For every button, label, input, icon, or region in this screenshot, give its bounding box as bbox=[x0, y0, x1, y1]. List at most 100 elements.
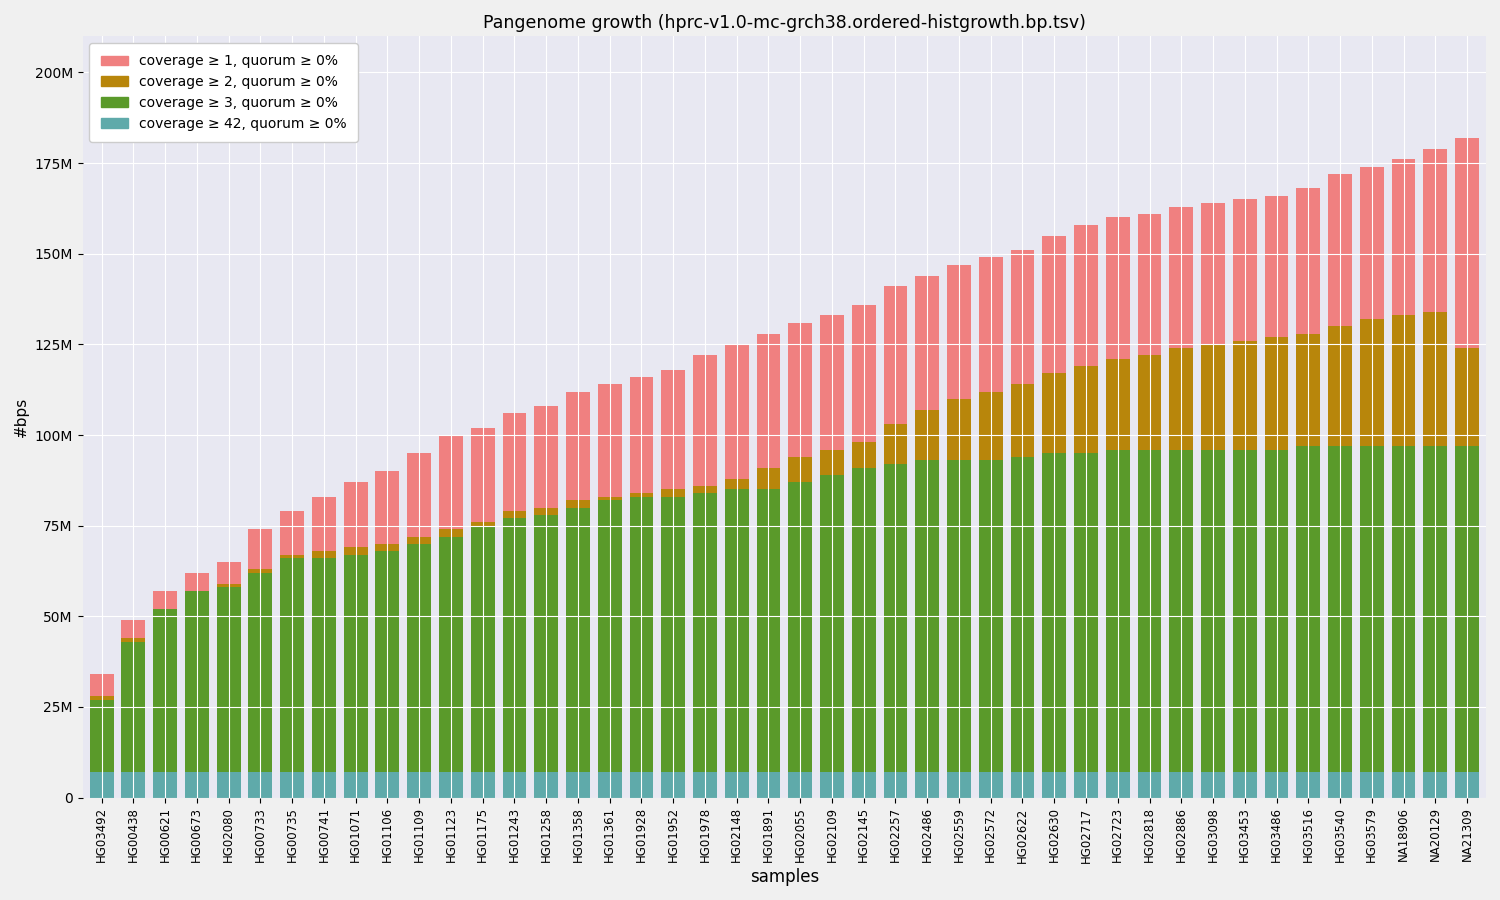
Bar bbox=[598, 384, 621, 497]
Bar bbox=[249, 772, 273, 797]
Bar bbox=[1106, 359, 1130, 449]
Bar bbox=[249, 572, 273, 772]
Bar bbox=[406, 772, 430, 797]
Bar bbox=[471, 428, 495, 522]
Bar bbox=[90, 699, 114, 772]
Bar bbox=[1137, 449, 1161, 772]
Bar bbox=[566, 392, 590, 500]
Bar bbox=[1360, 772, 1383, 797]
Bar bbox=[789, 457, 812, 482]
Bar bbox=[312, 558, 336, 772]
Bar bbox=[821, 315, 844, 449]
Bar bbox=[1074, 454, 1098, 772]
Bar bbox=[280, 772, 304, 797]
Bar bbox=[1106, 449, 1130, 772]
Bar bbox=[1202, 345, 1225, 449]
Bar bbox=[1455, 446, 1479, 772]
Bar bbox=[852, 304, 876, 442]
Bar bbox=[598, 500, 621, 772]
Bar bbox=[662, 497, 686, 772]
Bar bbox=[1264, 195, 1288, 338]
Bar bbox=[946, 399, 970, 461]
Bar bbox=[153, 772, 177, 797]
Bar bbox=[534, 508, 558, 515]
Bar bbox=[884, 772, 908, 797]
Bar bbox=[440, 772, 464, 797]
Bar bbox=[915, 410, 939, 461]
Bar bbox=[534, 772, 558, 797]
Bar bbox=[566, 772, 590, 797]
Bar bbox=[1296, 334, 1320, 446]
Bar bbox=[630, 497, 654, 772]
Bar bbox=[724, 490, 748, 772]
Bar bbox=[216, 562, 240, 584]
Bar bbox=[1170, 449, 1192, 772]
Bar bbox=[1328, 327, 1352, 446]
Bar bbox=[503, 511, 526, 518]
Bar bbox=[122, 638, 146, 642]
Bar bbox=[1170, 348, 1192, 449]
Bar bbox=[90, 674, 114, 696]
Bar bbox=[153, 609, 177, 772]
Bar bbox=[884, 286, 908, 424]
Bar bbox=[693, 772, 717, 797]
Bar bbox=[344, 554, 368, 772]
Bar bbox=[280, 554, 304, 558]
Bar bbox=[1202, 449, 1225, 772]
Bar bbox=[980, 392, 1002, 461]
Bar bbox=[662, 370, 686, 490]
Bar bbox=[756, 334, 780, 468]
Bar bbox=[1106, 218, 1130, 359]
Bar bbox=[344, 772, 368, 797]
Bar bbox=[1328, 174, 1352, 327]
Bar bbox=[1455, 138, 1479, 348]
Bar bbox=[534, 406, 558, 508]
Bar bbox=[1392, 159, 1416, 315]
Bar bbox=[662, 490, 686, 497]
Bar bbox=[1455, 772, 1479, 797]
Bar bbox=[122, 642, 146, 772]
Bar bbox=[693, 493, 717, 772]
Bar bbox=[724, 772, 748, 797]
Bar bbox=[566, 508, 590, 772]
Bar bbox=[598, 772, 621, 797]
Bar bbox=[216, 584, 240, 588]
Bar bbox=[1042, 772, 1066, 797]
Bar bbox=[344, 547, 368, 554]
Bar bbox=[375, 551, 399, 772]
Bar bbox=[1264, 772, 1288, 797]
Bar bbox=[1328, 446, 1352, 772]
Bar bbox=[375, 544, 399, 551]
Y-axis label: #bps: #bps bbox=[13, 397, 28, 437]
Bar bbox=[216, 588, 240, 772]
Legend: coverage ≥ 1, quorum ≥ 0%, coverage ≥ 2, quorum ≥ 0%, coverage ≥ 3, quorum ≥ 0%,: coverage ≥ 1, quorum ≥ 0%, coverage ≥ 2,… bbox=[90, 43, 358, 142]
Bar bbox=[406, 544, 430, 772]
Bar bbox=[280, 511, 304, 554]
Bar bbox=[1392, 315, 1416, 446]
Bar bbox=[1011, 457, 1035, 772]
Bar bbox=[184, 591, 209, 772]
Bar bbox=[312, 497, 336, 551]
Bar bbox=[122, 772, 146, 797]
Bar bbox=[1011, 384, 1035, 457]
X-axis label: samples: samples bbox=[750, 868, 819, 886]
Bar bbox=[1042, 374, 1066, 454]
Bar bbox=[1455, 348, 1479, 446]
Bar bbox=[1074, 366, 1098, 454]
Bar bbox=[884, 424, 908, 464]
Bar bbox=[312, 551, 336, 558]
Bar bbox=[1328, 772, 1352, 797]
Bar bbox=[821, 475, 844, 772]
Bar bbox=[1137, 214, 1161, 356]
Bar bbox=[756, 490, 780, 772]
Bar bbox=[724, 479, 748, 490]
Title: Pangenome growth (hprc-v1.0-mc-grch38.ordered-histgrowth.bp.tsv): Pangenome growth (hprc-v1.0-mc-grch38.or… bbox=[483, 14, 1086, 32]
Bar bbox=[1137, 772, 1161, 797]
Bar bbox=[503, 772, 526, 797]
Bar bbox=[471, 522, 495, 526]
Bar bbox=[503, 518, 526, 772]
Bar bbox=[1360, 166, 1383, 319]
Bar bbox=[1233, 200, 1257, 341]
Bar bbox=[852, 772, 876, 797]
Bar bbox=[980, 772, 1002, 797]
